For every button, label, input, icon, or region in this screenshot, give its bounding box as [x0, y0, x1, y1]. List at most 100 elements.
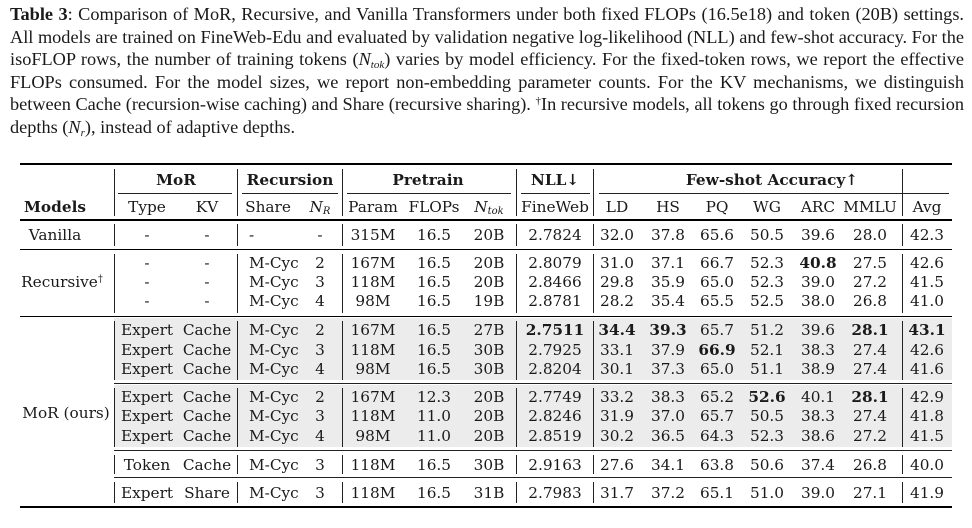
- cell-fineweb: 2.9163: [528, 456, 582, 474]
- cell-param: 118M: [350, 407, 396, 425]
- cell-ntok: 20B: [473, 388, 505, 406]
- cell-kv: Cache: [182, 427, 232, 445]
- group-pretrain: Pretrain: [392, 171, 464, 189]
- cell-kv: Cache: [182, 360, 232, 378]
- cell-hs: 37.0: [650, 407, 686, 425]
- column-separator: [593, 224, 595, 246]
- cell-ld: 31.9: [599, 407, 635, 425]
- cell-mmlu: 27.4: [852, 341, 888, 359]
- cell-avg: 41.6: [909, 360, 945, 378]
- column-separator: [114, 482, 116, 503]
- cell-ld: 30.2: [599, 427, 635, 445]
- column-separator: [342, 388, 344, 447]
- cell-fineweb: 2.7983: [528, 484, 582, 502]
- column-separator: [342, 254, 344, 313]
- cell-nr: 3: [315, 484, 325, 502]
- cell-share: M-Cyc: [249, 388, 299, 406]
- column-separator: [342, 455, 344, 474]
- cell-ld: 31.0: [599, 254, 635, 272]
- cell-mmlu: 27.2: [852, 427, 888, 445]
- cell-kv: -: [204, 273, 210, 291]
- cell-arc: 39.0: [800, 484, 836, 502]
- cell-wg: 52.1: [749, 341, 785, 359]
- mor-fixed-token-shading: [114, 385, 952, 447]
- cell-type: Expert: [120, 407, 174, 425]
- cell-param: 118M: [350, 456, 396, 474]
- cell-share: M-Cyc: [249, 484, 299, 502]
- cell-mmlu: 28.1: [851, 388, 889, 406]
- group-mor: MoR: [156, 171, 196, 189]
- group-recursion: Recursion: [246, 171, 334, 189]
- cell-avg: 42.3: [909, 226, 945, 244]
- cell-kv: -: [204, 226, 210, 244]
- cell-param: 98M: [355, 427, 391, 445]
- cell-param: 98M: [355, 292, 391, 310]
- cell-arc: 38.3: [800, 407, 836, 425]
- cell-nr: 3: [315, 341, 325, 359]
- cell-avg: 43.1: [908, 321, 946, 339]
- cell-fineweb: 2.8246: [528, 407, 582, 425]
- mor-token-rule: [114, 450, 952, 451]
- col-kv: KV: [195, 198, 219, 216]
- cell-wg: 51.2: [749, 321, 785, 339]
- cell-hs: 38.3: [650, 388, 686, 406]
- column-separator: [902, 455, 904, 474]
- cell-mmlu: 28.0: [852, 226, 888, 244]
- mor-mid-rule: [114, 383, 952, 384]
- column-separator: [114, 455, 116, 474]
- cell-type: -: [144, 254, 150, 272]
- cell-ntok: 20B: [473, 273, 505, 291]
- cell-type: Token: [123, 456, 171, 474]
- cell-share: M-Cyc: [249, 407, 299, 425]
- col-hs: HS: [656, 198, 680, 216]
- cell-share: M-Cyc: [249, 321, 299, 339]
- cell-nr: 4: [315, 360, 325, 378]
- cell-hs: 37.8: [650, 226, 686, 244]
- cell-nr: 2: [315, 254, 325, 272]
- column-separator: [902, 224, 904, 246]
- cell-arc: 39.6: [800, 226, 836, 244]
- cell-ntok: 20B: [473, 427, 505, 445]
- col-avg: Avg: [912, 198, 942, 216]
- cell-flops: 16.5: [416, 341, 452, 359]
- cell-flops: 16.5: [416, 484, 452, 502]
- column-separator: [593, 455, 595, 474]
- cell-flops: 16.5: [416, 273, 452, 291]
- cell-param: 118M: [350, 273, 396, 291]
- cell-mmlu: 27.4: [852, 360, 888, 378]
- cell-pq: 65.0: [699, 273, 735, 291]
- cell-hs: 37.9: [650, 341, 686, 359]
- cell-param: 315M: [350, 226, 396, 244]
- column-separator: [342, 169, 344, 216]
- cell-kv: Share: [184, 484, 230, 502]
- group-nll: NLL↓: [530, 171, 580, 189]
- cell-flops: 16.5: [416, 360, 452, 378]
- cell-nr: 2: [315, 388, 325, 406]
- cell-pq: 65.7: [699, 321, 735, 339]
- col-flops: FLOPs: [408, 198, 460, 216]
- table-label: Table 3: [10, 4, 68, 24]
- cell-type: Expert: [120, 321, 174, 339]
- cell-ntok: 30B: [473, 341, 505, 359]
- cell-avg: 42.6: [909, 254, 945, 272]
- column-separator: [516, 388, 518, 447]
- cell-nr: 4: [315, 292, 325, 310]
- cell-nr: 3: [315, 456, 325, 474]
- mor-share-rule: [114, 477, 952, 478]
- top-rule: [20, 163, 952, 165]
- cell-share: M-Cyc: [249, 292, 299, 310]
- cell-type: -: [144, 292, 150, 310]
- column-separator: [902, 254, 904, 313]
- cell-param: 167M: [350, 254, 396, 272]
- column-separator: [237, 169, 239, 216]
- mor-isoflop-shading: [114, 318, 952, 380]
- cell-flops: 16.5: [416, 226, 452, 244]
- cell-pq: 66.9: [698, 341, 736, 359]
- cell-wg: 50.5: [749, 407, 785, 425]
- col-fineweb: FineWeb: [521, 198, 589, 216]
- column-separator: [237, 455, 239, 474]
- cell-wg: 52.3: [749, 427, 785, 445]
- cell-type: Expert: [120, 388, 174, 406]
- cell-wg: 52.6: [748, 388, 786, 406]
- col-share: Share: [245, 198, 291, 216]
